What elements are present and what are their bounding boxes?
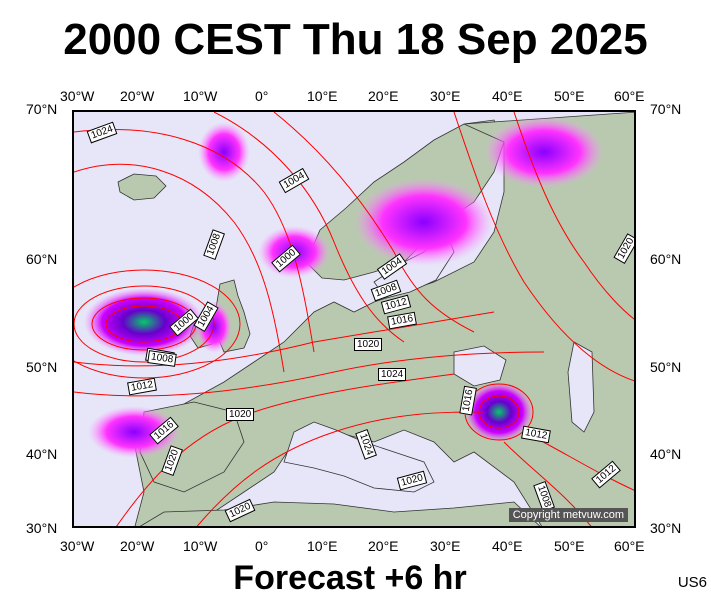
isobar [478, 395, 520, 429]
lon-label: 10°W [183, 88, 218, 104]
lat-label: 60°N [26, 251, 58, 267]
mediterranean-sea [283, 421, 435, 493]
lon-label: 20°E [368, 538, 399, 554]
lon-label: 30°W [60, 538, 95, 554]
isobar [74, 163, 285, 373]
weather-map-svg [74, 112, 634, 526]
lon-label: 10°W [183, 538, 218, 554]
lat-label: 50°N [650, 359, 682, 375]
isobar [453, 112, 634, 382]
lat-label: 70°N [650, 101, 682, 117]
model-code: US6 [677, 574, 707, 591]
atlantic-front-precip [88, 406, 180, 458]
isobar [273, 112, 475, 333]
lon-label: 60°E [614, 538, 645, 554]
lon-label: 20°E [368, 88, 399, 104]
atlantic-low-precip [84, 288, 204, 356]
isobar-label: 1020 [226, 408, 255, 421]
isobar [74, 285, 215, 363]
copyright-label: Copyright metvuw.com [508, 508, 628, 522]
lon-label: 0° [255, 538, 269, 554]
lon-label: 40°E [492, 538, 523, 554]
lon-label: 40°E [492, 88, 523, 104]
forecast-label: Forecast +6 hr [233, 559, 467, 597]
lon-label: 20°W [120, 538, 155, 554]
lat-label: 60°N [650, 251, 682, 267]
lon-label: 30°E [430, 88, 461, 104]
lon-label: 30°E [430, 538, 461, 554]
isobar [74, 129, 315, 353]
precipitation-areas [84, 116, 604, 458]
lon-label: 10°E [307, 538, 338, 554]
norway-sea-precip [198, 122, 250, 182]
lon-label: 0° [255, 88, 269, 104]
lat-label: 50°N [26, 359, 58, 375]
lat-label: 70°N [26, 101, 58, 117]
isobar [74, 269, 241, 379]
isobar-label: 1024 [378, 368, 407, 381]
lat-label: 30°N [26, 520, 58, 536]
isobar-label: 1020 [354, 338, 383, 351]
lon-label: 10°E [307, 88, 338, 104]
russia-precip [484, 116, 604, 188]
iceland-land [117, 173, 167, 201]
isobar [196, 411, 485, 526]
caspian-sea [567, 341, 595, 433]
isobar [213, 112, 405, 343]
inland-seas [283, 231, 595, 493]
map-panel: 1024 1004 1008 1000 1008 1000 1004 1004 … [72, 110, 636, 528]
black-sea-low-precip [465, 382, 533, 442]
lon-label: 50°E [554, 538, 585, 554]
isobar [74, 311, 495, 367]
isobars [74, 112, 634, 526]
isobar [513, 112, 634, 320]
isobar [74, 351, 545, 397]
map-title: 2000 CEST Thu 18 Sep 2025 [63, 15, 648, 64]
lon-label: 20°W [120, 88, 155, 104]
lon-label: 30°W [60, 88, 95, 104]
lat-label: 30°N [650, 520, 682, 536]
lon-label: 60°E [614, 88, 645, 104]
lat-label: 40°N [26, 446, 58, 462]
lat-label: 40°N [650, 446, 682, 462]
lon-label: 50°E [554, 88, 585, 104]
